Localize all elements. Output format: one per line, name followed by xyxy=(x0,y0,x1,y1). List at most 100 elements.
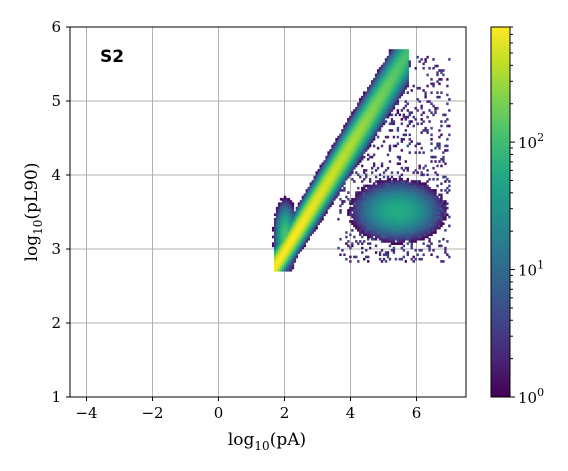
heatmap-cell xyxy=(406,226,409,230)
heatmap-cell xyxy=(408,215,411,219)
heatmap-cell xyxy=(361,135,364,139)
heatmap-cell xyxy=(388,229,392,232)
heatmap-cell xyxy=(279,217,283,221)
heatmap-cell xyxy=(353,164,356,168)
heatmap-cell xyxy=(398,229,402,232)
heatmap-cell xyxy=(382,182,386,186)
heatmap-cell xyxy=(343,151,346,154)
heatmap-cell xyxy=(337,184,340,188)
heatmap-cell xyxy=(285,209,289,212)
heatmap-cell xyxy=(396,73,400,77)
heatmap-cell xyxy=(376,184,380,188)
heatmap-cell xyxy=(422,189,425,192)
heatmap-cell xyxy=(426,211,429,214)
heatmap-cell xyxy=(365,140,368,143)
heatmap-cell xyxy=(434,200,437,203)
heatmap-cell xyxy=(311,197,314,201)
heatmap-cell xyxy=(442,200,445,203)
heatmap-cell xyxy=(402,233,406,237)
heatmap-cell xyxy=(370,233,374,237)
heatmap-cell xyxy=(351,220,354,223)
heatmap-cell xyxy=(388,80,392,83)
heatmap-cell xyxy=(359,111,362,114)
heatmap-cell xyxy=(319,204,322,208)
heatmap-cell xyxy=(386,102,390,106)
heatmap-cell xyxy=(420,233,423,237)
heatmap-cell xyxy=(404,133,407,137)
heatmap-cell xyxy=(396,95,400,99)
heatmap-cell xyxy=(273,255,277,259)
heatmap-cell xyxy=(370,193,374,197)
heatmap-cell xyxy=(438,160,441,163)
heatmap-cell xyxy=(396,89,400,92)
heatmap-cell xyxy=(384,106,388,110)
heatmap-cell xyxy=(287,257,291,261)
heatmap-cell xyxy=(359,109,362,112)
heatmap-cell xyxy=(363,204,366,208)
heatmap-cell xyxy=(432,189,435,192)
heatmap-cell xyxy=(323,197,326,201)
heatmap-cell xyxy=(281,240,285,243)
heatmap-cell xyxy=(386,111,390,114)
heatmap-cell xyxy=(367,220,370,223)
heatmap-cell xyxy=(396,237,400,241)
heatmap-cell xyxy=(382,200,386,203)
heatmap-cell xyxy=(343,186,346,190)
heatmap-cell xyxy=(396,215,400,219)
heatmap-cell xyxy=(341,155,344,159)
heatmap-cell xyxy=(390,73,394,77)
heatmap-cell xyxy=(384,204,388,208)
heatmap-cell xyxy=(382,113,386,117)
heatmap-cell xyxy=(382,215,386,219)
heatmap-cell xyxy=(325,200,328,203)
heatmap-cell xyxy=(406,231,409,234)
heatmap-cell xyxy=(327,175,330,179)
heatmap-cell xyxy=(388,109,392,112)
heatmap-cell xyxy=(277,255,281,259)
heatmap-cell xyxy=(363,202,366,205)
heatmap-cell xyxy=(299,215,303,219)
heatmap-cell xyxy=(343,175,346,179)
heatmap-cell xyxy=(388,182,392,186)
heatmap-cell xyxy=(295,251,299,254)
y-tick-label: 1 xyxy=(51,388,61,406)
heatmap-cell xyxy=(301,242,305,245)
heatmap-cell xyxy=(295,235,299,239)
heatmap-cell xyxy=(367,186,370,190)
heatmap-cell xyxy=(388,213,392,217)
heatmap-cell xyxy=(382,231,386,234)
heatmap-cell xyxy=(390,66,394,70)
heatmap-cell xyxy=(416,184,419,188)
heatmap-cell xyxy=(448,215,451,219)
heatmap-cell xyxy=(404,197,407,201)
heatmap-cell xyxy=(436,220,439,223)
heatmap-cell xyxy=(388,222,392,225)
heatmap-cell xyxy=(365,229,368,232)
heatmap-cell xyxy=(392,233,396,237)
heatmap-cell xyxy=(345,138,348,141)
heatmap-cell xyxy=(410,229,413,232)
heatmap-cell xyxy=(388,220,392,223)
heatmap-cell xyxy=(380,71,384,75)
heatmap-cell xyxy=(398,197,402,201)
heatmap-cell xyxy=(416,253,419,257)
heatmap-cell xyxy=(382,75,386,79)
heatmap-cell xyxy=(408,240,411,243)
heatmap-cell xyxy=(402,82,406,86)
heatmap-cell xyxy=(317,180,320,183)
heatmap-cell xyxy=(396,206,400,210)
x-tick-label: 2 xyxy=(280,404,290,422)
heatmap-cell xyxy=(289,246,293,250)
heatmap-cell xyxy=(386,202,390,205)
heatmap-cell xyxy=(414,66,417,70)
heatmap-cell xyxy=(378,66,382,70)
heatmap-cell xyxy=(406,102,409,106)
heatmap-cell xyxy=(311,211,314,214)
heatmap-cell xyxy=(386,204,390,208)
heatmap-cell xyxy=(418,193,421,197)
heatmap-cell xyxy=(277,231,281,234)
heatmap-cell xyxy=(414,186,417,190)
heatmap-cell xyxy=(321,184,324,188)
heatmap-cell xyxy=(428,213,431,217)
heatmap-cell xyxy=(426,184,429,188)
